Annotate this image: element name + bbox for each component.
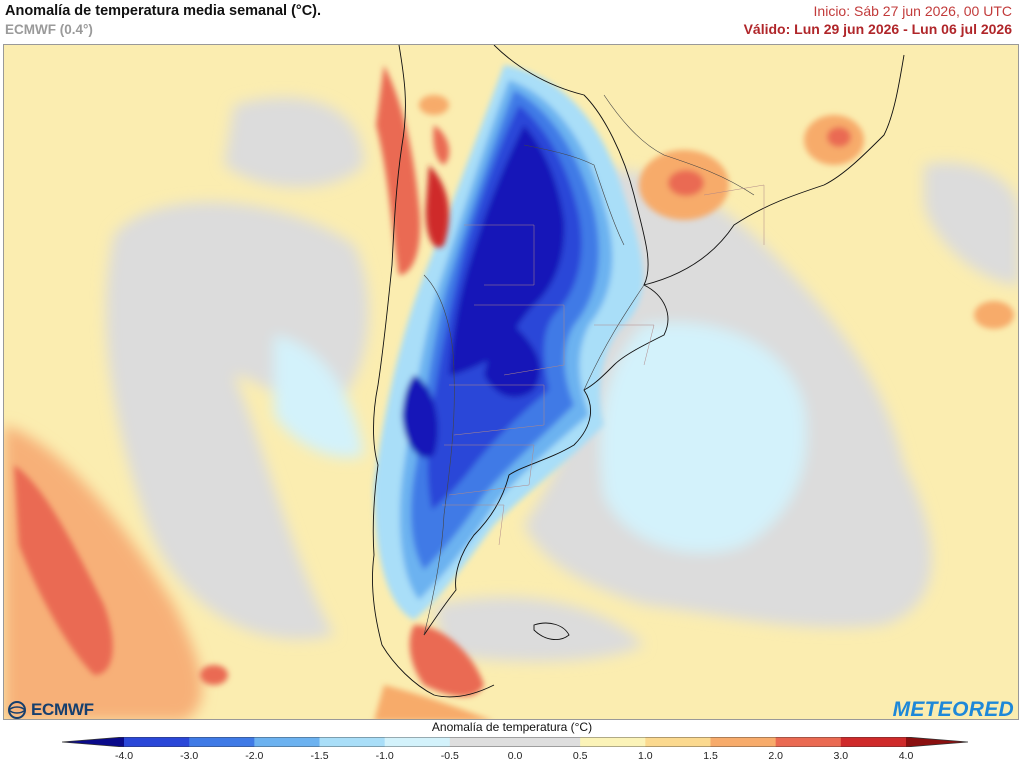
anomaly-fields [4,97,1018,719]
colorbar-ticks: -4.0 -3.0 -2.0 -1.5 -1.0 -0.5 0.0 0.5 1.0 1.5 2.0 3… [0,750,1024,764]
colorbar-tick-label: -0.5 [440,750,459,762]
map-canvas [4,45,1018,719]
colorbar-tick-label: -2.0 [245,750,264,762]
colorbar-tick-label: -1.0 [375,750,394,762]
colorbar [62,737,968,747]
colorbar-tick-label: 4.0 [898,750,914,762]
map-title: Anomalía de temperatura media semanal (°… [5,3,322,19]
colorbar-segment [449,737,516,747]
province-borders [442,184,765,546]
colorbar-tick-label: -3.0 [180,750,199,762]
colorbar-segment [775,737,842,747]
brazil-warm-spots [419,95,1014,329]
colorbar-tick-label: 0.5 [572,750,588,762]
anomaly-map[interactable] [3,44,1019,720]
ecmwf-globe-icon [8,701,26,719]
model-label: ECMWF (0.4°) [5,22,93,37]
colorbar-segment [840,737,907,747]
colorbar-segment [580,737,646,747]
pacific-warm-patch [14,465,228,685]
colorbar-segment [645,737,711,747]
colorbar-segment [319,737,386,747]
country-borders [423,94,755,636]
colorbar-segment [254,737,320,747]
map-header: Anomalía de temperatura media semanal (°… [0,0,1024,44]
colorbar-segment [710,737,777,747]
colorbar-segment [515,737,581,747]
tierra-del-fuego-warm [374,625,489,719]
andes-warm-strip [376,65,450,275]
ecmwf-logo-text: ECMWF [31,700,94,719]
ecmwf-logo: ECMWF [6,700,94,720]
colorbar-tick-label: -1.5 [310,750,329,762]
colorbar-segment [189,737,255,747]
legend-title: Anomalía de temperatura (°C) [431,720,593,734]
colorbar-tick-label: 1.5 [703,750,718,762]
colorbar-tick-label: 2.0 [768,750,783,762]
init-time: Inicio: Sáb 27 jun 2026, 00 UTC [813,3,1012,19]
colorbar-segment [124,737,190,747]
colorbar-tick-label: -4.0 [114,750,134,762]
cold-core [374,65,643,620]
colorbar-tick-label: 0.0 [507,750,523,762]
colorbar-extension-low [62,737,124,747]
meteored-logo: METEORED [892,698,1014,721]
colorbar-segment [384,737,451,747]
colorbar-extension-high [906,737,968,747]
valid-period: Válido: Lun 29 jun 2026 - Lun 06 jul 202… [743,21,1012,37]
colorbar-tick-label: 3.0 [833,750,849,762]
colorbar-tick-label: 1.0 [638,750,653,762]
coastlines [372,45,905,698]
